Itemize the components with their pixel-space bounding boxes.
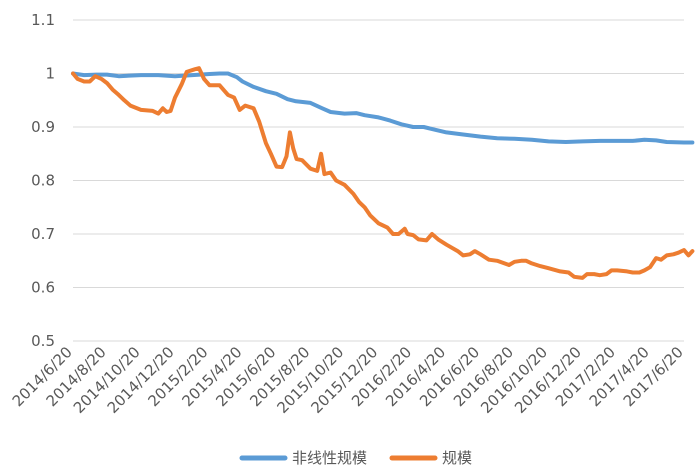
y-tick-label: 0.6 [31,279,55,297]
x-axis-tick-labels: 2014/6/202014/8/202014/10/202014/12/2020… [9,343,687,417]
y-tick-label: 0.7 [31,225,55,243]
legend-label-nonlinear-scale: 非线性规模 [292,449,367,467]
y-axis-tick-labels: 0.5 0.6 0.7 0.8 0.9 1 1.1 [31,11,55,350]
legend: 非线性规模 规模 [239,449,472,467]
y-tick-label: 0.8 [31,172,55,190]
y-tick-label: 0.9 [31,118,55,136]
y-tick-label: 1.1 [31,11,55,29]
series-lines [71,66,695,280]
grid-lines [73,19,684,288]
series-line-0 [71,71,695,145]
series-line-1 [71,66,695,280]
y-tick-label: 0.5 [31,332,55,350]
y-tick-label: 1 [45,65,55,83]
legend-label-scale: 规模 [442,449,472,467]
